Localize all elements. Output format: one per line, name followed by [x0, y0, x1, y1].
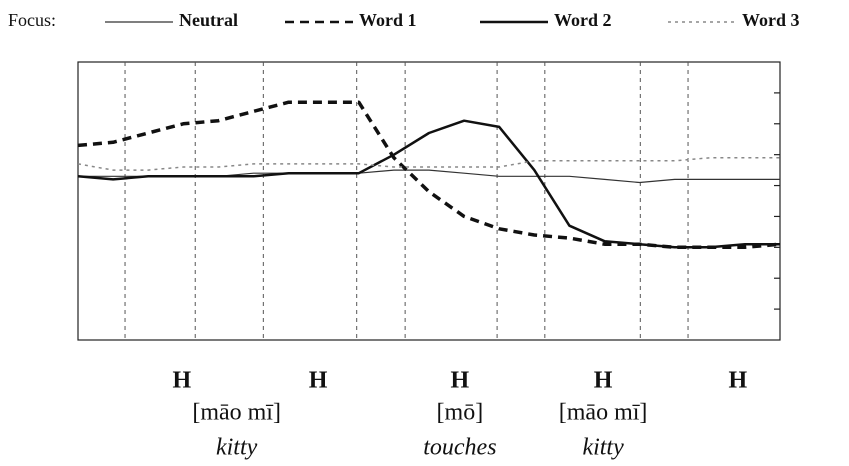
word-gloss: kitty — [582, 435, 624, 461]
tone-label: H — [594, 368, 613, 394]
word-text: [mō] — [437, 400, 484, 426]
tone-label: H — [173, 368, 192, 394]
word-text: [māo mī] — [192, 400, 281, 426]
tone-label: H — [309, 368, 328, 394]
legend-label: Word 1 — [359, 10, 417, 30]
plot-frame — [77, 61, 781, 341]
word-text: [māo mī] — [559, 400, 648, 426]
tone-label: H — [451, 368, 470, 394]
series-line — [77, 119, 780, 249]
legend-title: Focus: — [8, 10, 56, 30]
tone-label: H — [729, 368, 748, 394]
word-gloss: touches — [423, 435, 496, 461]
legend-label: Word 3 — [742, 10, 800, 30]
series-line — [77, 157, 780, 171]
legend-label: Neutral — [179, 10, 238, 30]
series-line — [77, 100, 781, 250]
word-gloss: kitty — [216, 435, 258, 461]
legend-label: Word 2 — [554, 10, 612, 30]
